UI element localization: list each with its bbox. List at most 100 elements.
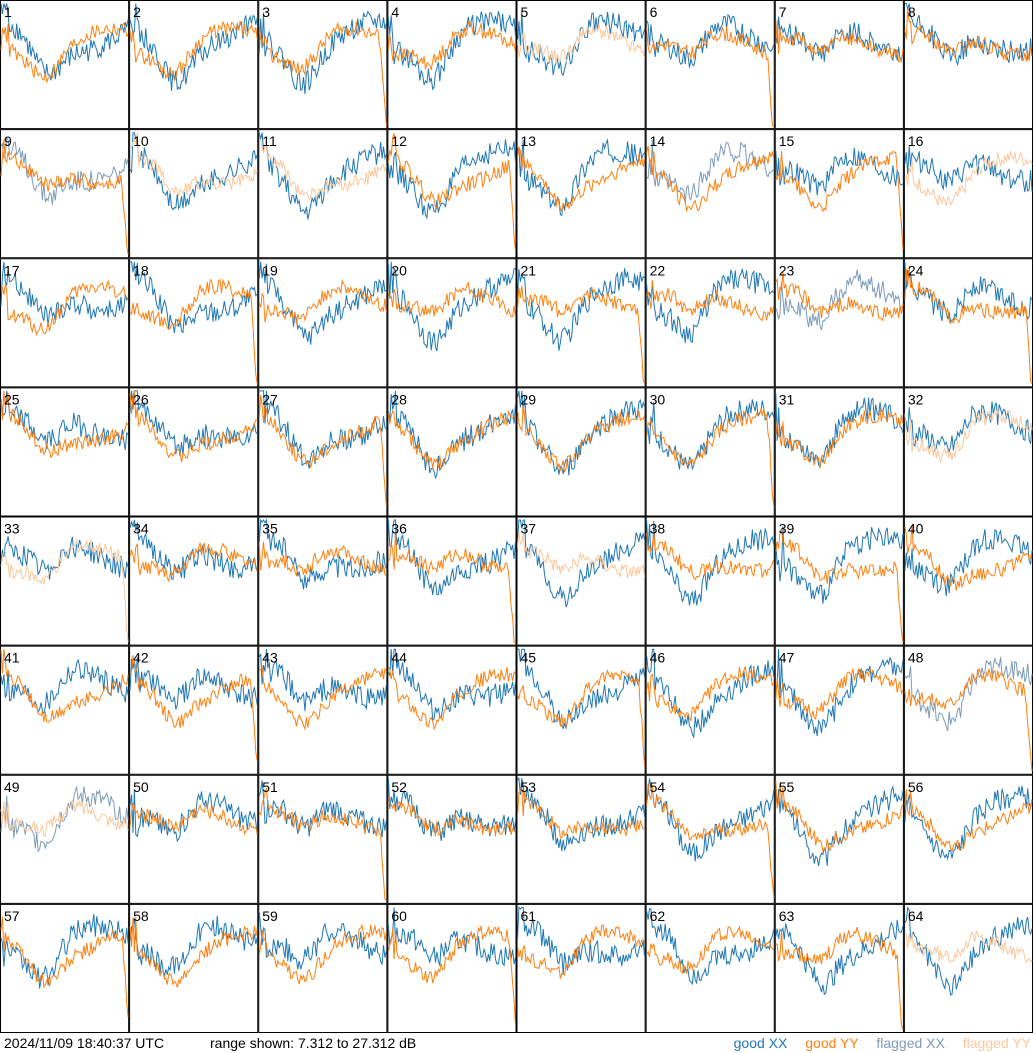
panel-frame xyxy=(645,516,775,646)
panel-label: 34 xyxy=(133,521,149,537)
panel-55: 55 xyxy=(774,774,904,904)
panel-frame xyxy=(516,0,646,130)
panel-54: 54 xyxy=(645,774,775,904)
panel-frame xyxy=(645,645,775,775)
panel-label: 61 xyxy=(521,908,537,924)
trace-yy-13 xyxy=(517,145,646,214)
panel-frame xyxy=(903,258,1033,388)
trace-yy-16 xyxy=(904,151,1033,207)
trace-xx-1 xyxy=(0,3,129,81)
panel-frame xyxy=(0,0,130,130)
trace-yy-51 xyxy=(258,787,387,901)
panel-label: 48 xyxy=(908,650,924,666)
panel-label: 44 xyxy=(391,650,407,666)
timestamp: 2024/11/09 18:40:37 UTC xyxy=(4,1035,165,1051)
trace-yy-19 xyxy=(258,278,387,324)
trace-yy-52 xyxy=(387,798,516,837)
trace-xx-36 xyxy=(387,519,516,596)
panel-label: 9 xyxy=(4,133,12,149)
panel-label: 22 xyxy=(650,262,666,278)
panel-label: 23 xyxy=(779,262,795,278)
panel-frame xyxy=(774,774,904,904)
panel-frame xyxy=(645,0,775,130)
panel-10: 10 xyxy=(129,129,259,259)
panel-8: 8 xyxy=(903,0,1033,130)
trace-yy-64 xyxy=(904,930,1033,964)
panel-27: 27 xyxy=(258,387,388,517)
panel-label: 62 xyxy=(650,908,666,924)
panel-label: 26 xyxy=(133,391,149,407)
panel-5: 5 xyxy=(516,0,646,130)
panel-frame xyxy=(645,129,775,259)
trace-xx-17 xyxy=(0,261,129,327)
trace-yy-18 xyxy=(129,278,258,384)
trace-yy-32 xyxy=(904,408,1033,464)
trace-xx-29 xyxy=(517,390,646,476)
trace-xx-5 xyxy=(517,11,646,77)
panel-41: 41 xyxy=(0,645,130,775)
trace-xx-41 xyxy=(0,658,129,715)
panel-frame xyxy=(516,903,646,1033)
panel-63: 63 xyxy=(774,903,904,1033)
panel-label: 50 xyxy=(133,779,149,795)
panel-frame xyxy=(258,0,388,130)
panel-frame xyxy=(0,903,130,1033)
trace-xx-38 xyxy=(646,519,775,606)
panel-frame xyxy=(0,387,130,517)
trace-yy-26 xyxy=(129,390,258,463)
panel-47: 47 xyxy=(774,645,904,775)
panel-52: 52 xyxy=(387,774,517,904)
panel-frame xyxy=(258,387,388,517)
panel-frame xyxy=(516,129,646,259)
panel-frame xyxy=(903,645,1033,775)
panel-frame xyxy=(129,129,259,259)
panel-33: 33 xyxy=(0,516,130,646)
panel-label: 32 xyxy=(908,391,924,407)
trace-xx-53 xyxy=(517,777,646,852)
panel-label: 4 xyxy=(391,4,399,20)
panel-label: 12 xyxy=(391,133,407,149)
panel-frame xyxy=(516,774,646,904)
trace-xx-56 xyxy=(904,785,1033,861)
trace-xx-44 xyxy=(387,648,516,722)
panel-21: 21 xyxy=(516,258,646,388)
panel-12: 12 xyxy=(387,129,517,259)
trace-xx-28 xyxy=(387,390,516,480)
trace-yy-53 xyxy=(517,787,645,839)
panel-label: 6 xyxy=(650,4,658,20)
panel-label: 64 xyxy=(908,908,924,924)
trace-yy-42 xyxy=(129,655,258,762)
panel-13: 13 xyxy=(516,129,646,259)
panel-frame xyxy=(387,645,517,775)
trace-xx-10 xyxy=(129,132,258,211)
trace-xx-30 xyxy=(646,399,775,471)
trace-yy-11 xyxy=(259,138,387,201)
panel-frame xyxy=(516,258,646,388)
panel-14: 14 xyxy=(645,129,775,259)
panel-frame xyxy=(129,387,259,517)
trace-xx-6 xyxy=(646,13,775,68)
panel-28: 28 xyxy=(387,387,517,517)
trace-xx-45 xyxy=(517,648,646,730)
panel-frame xyxy=(645,258,775,388)
panel-42: 42 xyxy=(129,645,259,775)
trace-yy-7 xyxy=(775,20,904,63)
trace-yy-56 xyxy=(904,789,1033,852)
trace-yy-30 xyxy=(646,408,775,508)
trace-yy-62 xyxy=(646,925,775,975)
trace-xx-7 xyxy=(775,16,904,62)
trace-xx-9 xyxy=(0,136,129,205)
panel-26: 26 xyxy=(129,387,259,517)
trace-yy-33 xyxy=(0,539,129,643)
panel-frame xyxy=(0,774,130,904)
panel-53: 53 xyxy=(516,774,646,904)
trace-yy-4 xyxy=(387,20,516,71)
trace-xx-22 xyxy=(646,268,775,343)
panel-9: 9 xyxy=(0,129,130,259)
trace-yy-35 xyxy=(258,541,387,578)
panel-30: 30 xyxy=(645,387,775,517)
panel-label: 10 xyxy=(133,133,149,149)
trace-yy-25 xyxy=(0,390,129,459)
panel-frame xyxy=(774,387,904,517)
panel-label: 21 xyxy=(521,262,537,278)
